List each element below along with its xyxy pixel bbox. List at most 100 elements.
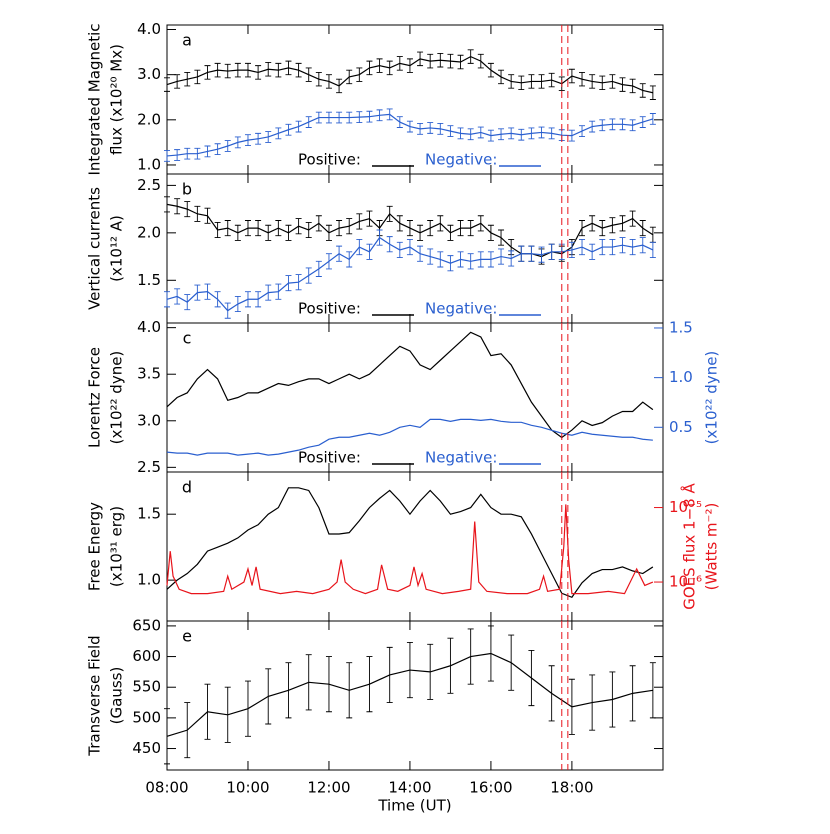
error-bar (649, 241, 656, 258)
error-bar (568, 68, 575, 84)
series-line (166, 113, 654, 157)
error-bar (639, 220, 646, 237)
error-bar (356, 213, 363, 230)
y2-tick-label: 1.5 (669, 318, 693, 336)
error-bar (609, 217, 616, 234)
y-tick-label: 600 (132, 647, 161, 665)
error-bar (325, 656, 332, 713)
error-bar (579, 239, 586, 256)
y-axis-title: (x10²² dyne) (108, 351, 126, 445)
error-bar (406, 220, 413, 237)
legend-label: Negative: (425, 449, 497, 467)
error-bar (234, 224, 241, 241)
panel-label: a (182, 31, 192, 50)
x-tick-label: 08:00 (145, 779, 188, 797)
error-bar (518, 245, 525, 262)
error-bar (325, 224, 332, 241)
error-bar (204, 145, 211, 158)
error-bar (214, 221, 221, 239)
error-bar (265, 131, 272, 143)
panel-frame (166, 173, 664, 324)
error-bar (599, 239, 606, 256)
legend-label: Negative: (425, 300, 497, 318)
y-tick-label: 550 (132, 678, 161, 696)
error-bar (649, 113, 656, 125)
y-tick-label: 500 (132, 708, 161, 726)
error-bar (589, 215, 596, 232)
series-line (166, 487, 654, 599)
error-bar (204, 283, 211, 300)
error-bar (417, 122, 424, 135)
y-tick-label: 3.0 (137, 411, 161, 429)
error-bar (528, 74, 535, 89)
y2-tick-label: 10⁻⁶ (669, 573, 702, 591)
error-bar (396, 56, 403, 71)
y-tick-label: 2.5 (137, 458, 161, 476)
y-axis-title: (Gauss) (108, 667, 126, 725)
error-bar (285, 662, 292, 719)
error-bar (568, 241, 575, 258)
error-bar (315, 260, 322, 277)
error-bar (356, 239, 363, 256)
panel-label: e (182, 627, 192, 646)
error-bar (346, 111, 353, 124)
legend-label: Negative: (425, 151, 497, 169)
error-bar (487, 224, 494, 241)
error-bar (498, 128, 505, 141)
error-bar (417, 224, 424, 241)
error-bar (164, 196, 170, 213)
error-bar (305, 116, 312, 128)
series-line (166, 331, 654, 439)
error-bar (548, 665, 555, 722)
error-bar (579, 220, 586, 237)
error-bar (315, 111, 322, 124)
error-bar (487, 251, 494, 268)
error-bar (224, 140, 231, 152)
y-axis-title: flux (x10²⁰ Mx) (108, 44, 126, 155)
y-tick-label: 2.0 (137, 110, 161, 128)
error-bar (244, 680, 251, 737)
error-bar (427, 248, 434, 265)
error-bar (234, 295, 241, 313)
error-bar (396, 116, 403, 128)
error-bar (538, 126, 545, 139)
error-bar (184, 201, 191, 218)
y-tick-label: 4.0 (137, 20, 161, 38)
error-bar (579, 125, 586, 137)
error-bar (447, 224, 454, 241)
error-bar (498, 69, 505, 85)
error-bar (376, 229, 383, 246)
panel-frame (166, 24, 664, 175)
error-bar (528, 245, 535, 262)
error-bar (244, 134, 251, 147)
error-bar (538, 246, 545, 263)
error-bar (366, 60, 373, 76)
error-bar (528, 127, 535, 140)
error-bar (386, 108, 393, 121)
error-bar (346, 69, 353, 85)
x-tick-label: 16:00 (469, 779, 512, 797)
error-bar (568, 129, 575, 142)
error-bar (427, 220, 434, 237)
error-bar (244, 220, 251, 237)
error-bar (164, 77, 170, 92)
error-bar (265, 224, 272, 241)
error-bar (285, 224, 292, 241)
error-bar (255, 132, 262, 145)
error-bar (457, 127, 464, 140)
series-line (166, 418, 653, 456)
y2-axis-title: (Watts m⁻²) (703, 503, 721, 591)
error-bar (528, 649, 535, 707)
error-bar (487, 62, 494, 78)
error-bar (184, 147, 191, 160)
error-bar (417, 245, 424, 262)
error-bar (477, 53, 484, 69)
error-bar (599, 75, 606, 91)
panel-frame (166, 620, 664, 771)
error-bar (275, 127, 282, 140)
error-bar (376, 58, 383, 73)
y-tick-label: 450 (132, 739, 161, 757)
y-tick-label: 3.5 (137, 365, 161, 383)
error-bar (477, 251, 484, 268)
error-bar (396, 241, 403, 258)
